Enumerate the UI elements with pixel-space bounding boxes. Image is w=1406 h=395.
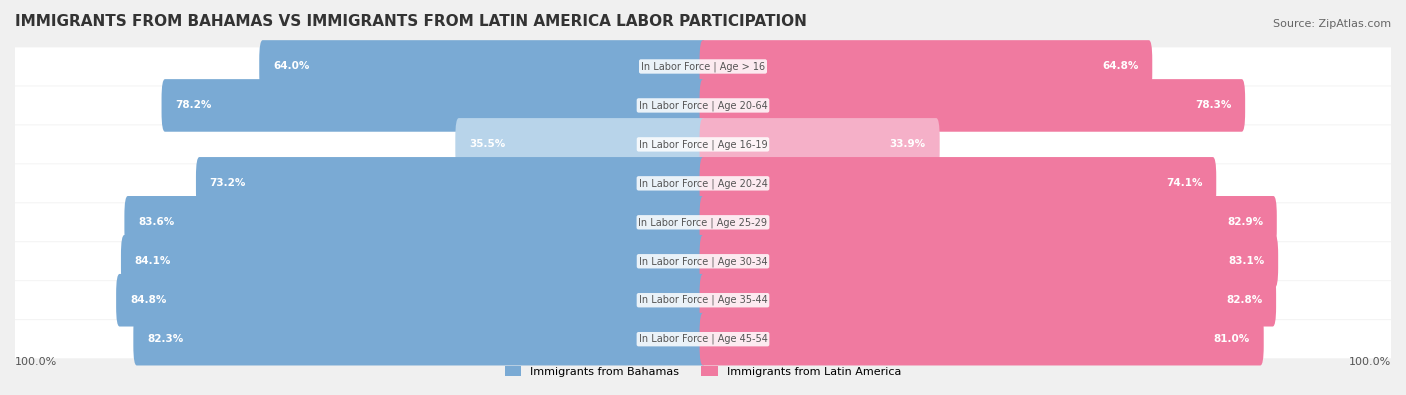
FancyBboxPatch shape [15, 242, 1391, 280]
FancyBboxPatch shape [15, 47, 1391, 86]
Text: 82.3%: 82.3% [148, 334, 183, 344]
Text: In Labor Force | Age 30-34: In Labor Force | Age 30-34 [638, 256, 768, 267]
Text: 81.0%: 81.0% [1213, 334, 1250, 344]
FancyBboxPatch shape [700, 196, 1277, 248]
Text: 64.8%: 64.8% [1102, 62, 1139, 71]
Text: IMMIGRANTS FROM BAHAMAS VS IMMIGRANTS FROM LATIN AMERICA LABOR PARTICIPATION: IMMIGRANTS FROM BAHAMAS VS IMMIGRANTS FR… [15, 15, 807, 30]
FancyBboxPatch shape [456, 118, 706, 171]
FancyBboxPatch shape [162, 79, 706, 132]
FancyBboxPatch shape [121, 235, 706, 288]
Text: In Labor Force | Age 20-24: In Labor Force | Age 20-24 [638, 178, 768, 188]
Text: In Labor Force | Age 35-44: In Labor Force | Age 35-44 [638, 295, 768, 305]
Text: 83.6%: 83.6% [138, 217, 174, 227]
FancyBboxPatch shape [700, 118, 939, 171]
Text: 74.1%: 74.1% [1166, 179, 1202, 188]
FancyBboxPatch shape [15, 87, 1391, 124]
FancyBboxPatch shape [134, 313, 706, 365]
Text: Source: ZipAtlas.com: Source: ZipAtlas.com [1272, 19, 1391, 30]
FancyBboxPatch shape [15, 281, 1391, 319]
Text: 35.5%: 35.5% [470, 139, 505, 149]
FancyBboxPatch shape [15, 125, 1391, 164]
Text: 100.0%: 100.0% [1348, 357, 1391, 367]
FancyBboxPatch shape [195, 157, 706, 210]
Text: In Labor Force | Age 25-29: In Labor Force | Age 25-29 [638, 217, 768, 228]
FancyBboxPatch shape [124, 196, 706, 248]
FancyBboxPatch shape [700, 157, 1216, 210]
Text: 78.2%: 78.2% [176, 100, 212, 111]
Text: 64.0%: 64.0% [273, 62, 309, 71]
Legend: Immigrants from Bahamas, Immigrants from Latin America: Immigrants from Bahamas, Immigrants from… [501, 362, 905, 382]
Text: 83.1%: 83.1% [1229, 256, 1264, 266]
Text: 78.3%: 78.3% [1195, 100, 1232, 111]
Text: 73.2%: 73.2% [209, 179, 246, 188]
Text: 33.9%: 33.9% [890, 139, 927, 149]
Text: In Labor Force | Age 16-19: In Labor Force | Age 16-19 [638, 139, 768, 150]
FancyBboxPatch shape [700, 235, 1278, 288]
Text: In Labor Force | Age 45-54: In Labor Force | Age 45-54 [638, 334, 768, 344]
Text: 84.8%: 84.8% [129, 295, 166, 305]
FancyBboxPatch shape [700, 274, 1277, 327]
FancyBboxPatch shape [117, 274, 706, 327]
Text: In Labor Force | Age 20-64: In Labor Force | Age 20-64 [638, 100, 768, 111]
Text: In Labor Force | Age > 16: In Labor Force | Age > 16 [641, 61, 765, 72]
Text: 84.1%: 84.1% [135, 256, 172, 266]
Text: 82.9%: 82.9% [1227, 217, 1263, 227]
Text: 82.8%: 82.8% [1226, 295, 1263, 305]
FancyBboxPatch shape [700, 79, 1246, 132]
FancyBboxPatch shape [15, 320, 1391, 358]
Text: 100.0%: 100.0% [15, 357, 58, 367]
FancyBboxPatch shape [259, 40, 706, 93]
FancyBboxPatch shape [15, 203, 1391, 241]
FancyBboxPatch shape [700, 313, 1264, 365]
FancyBboxPatch shape [700, 40, 1153, 93]
FancyBboxPatch shape [15, 164, 1391, 202]
